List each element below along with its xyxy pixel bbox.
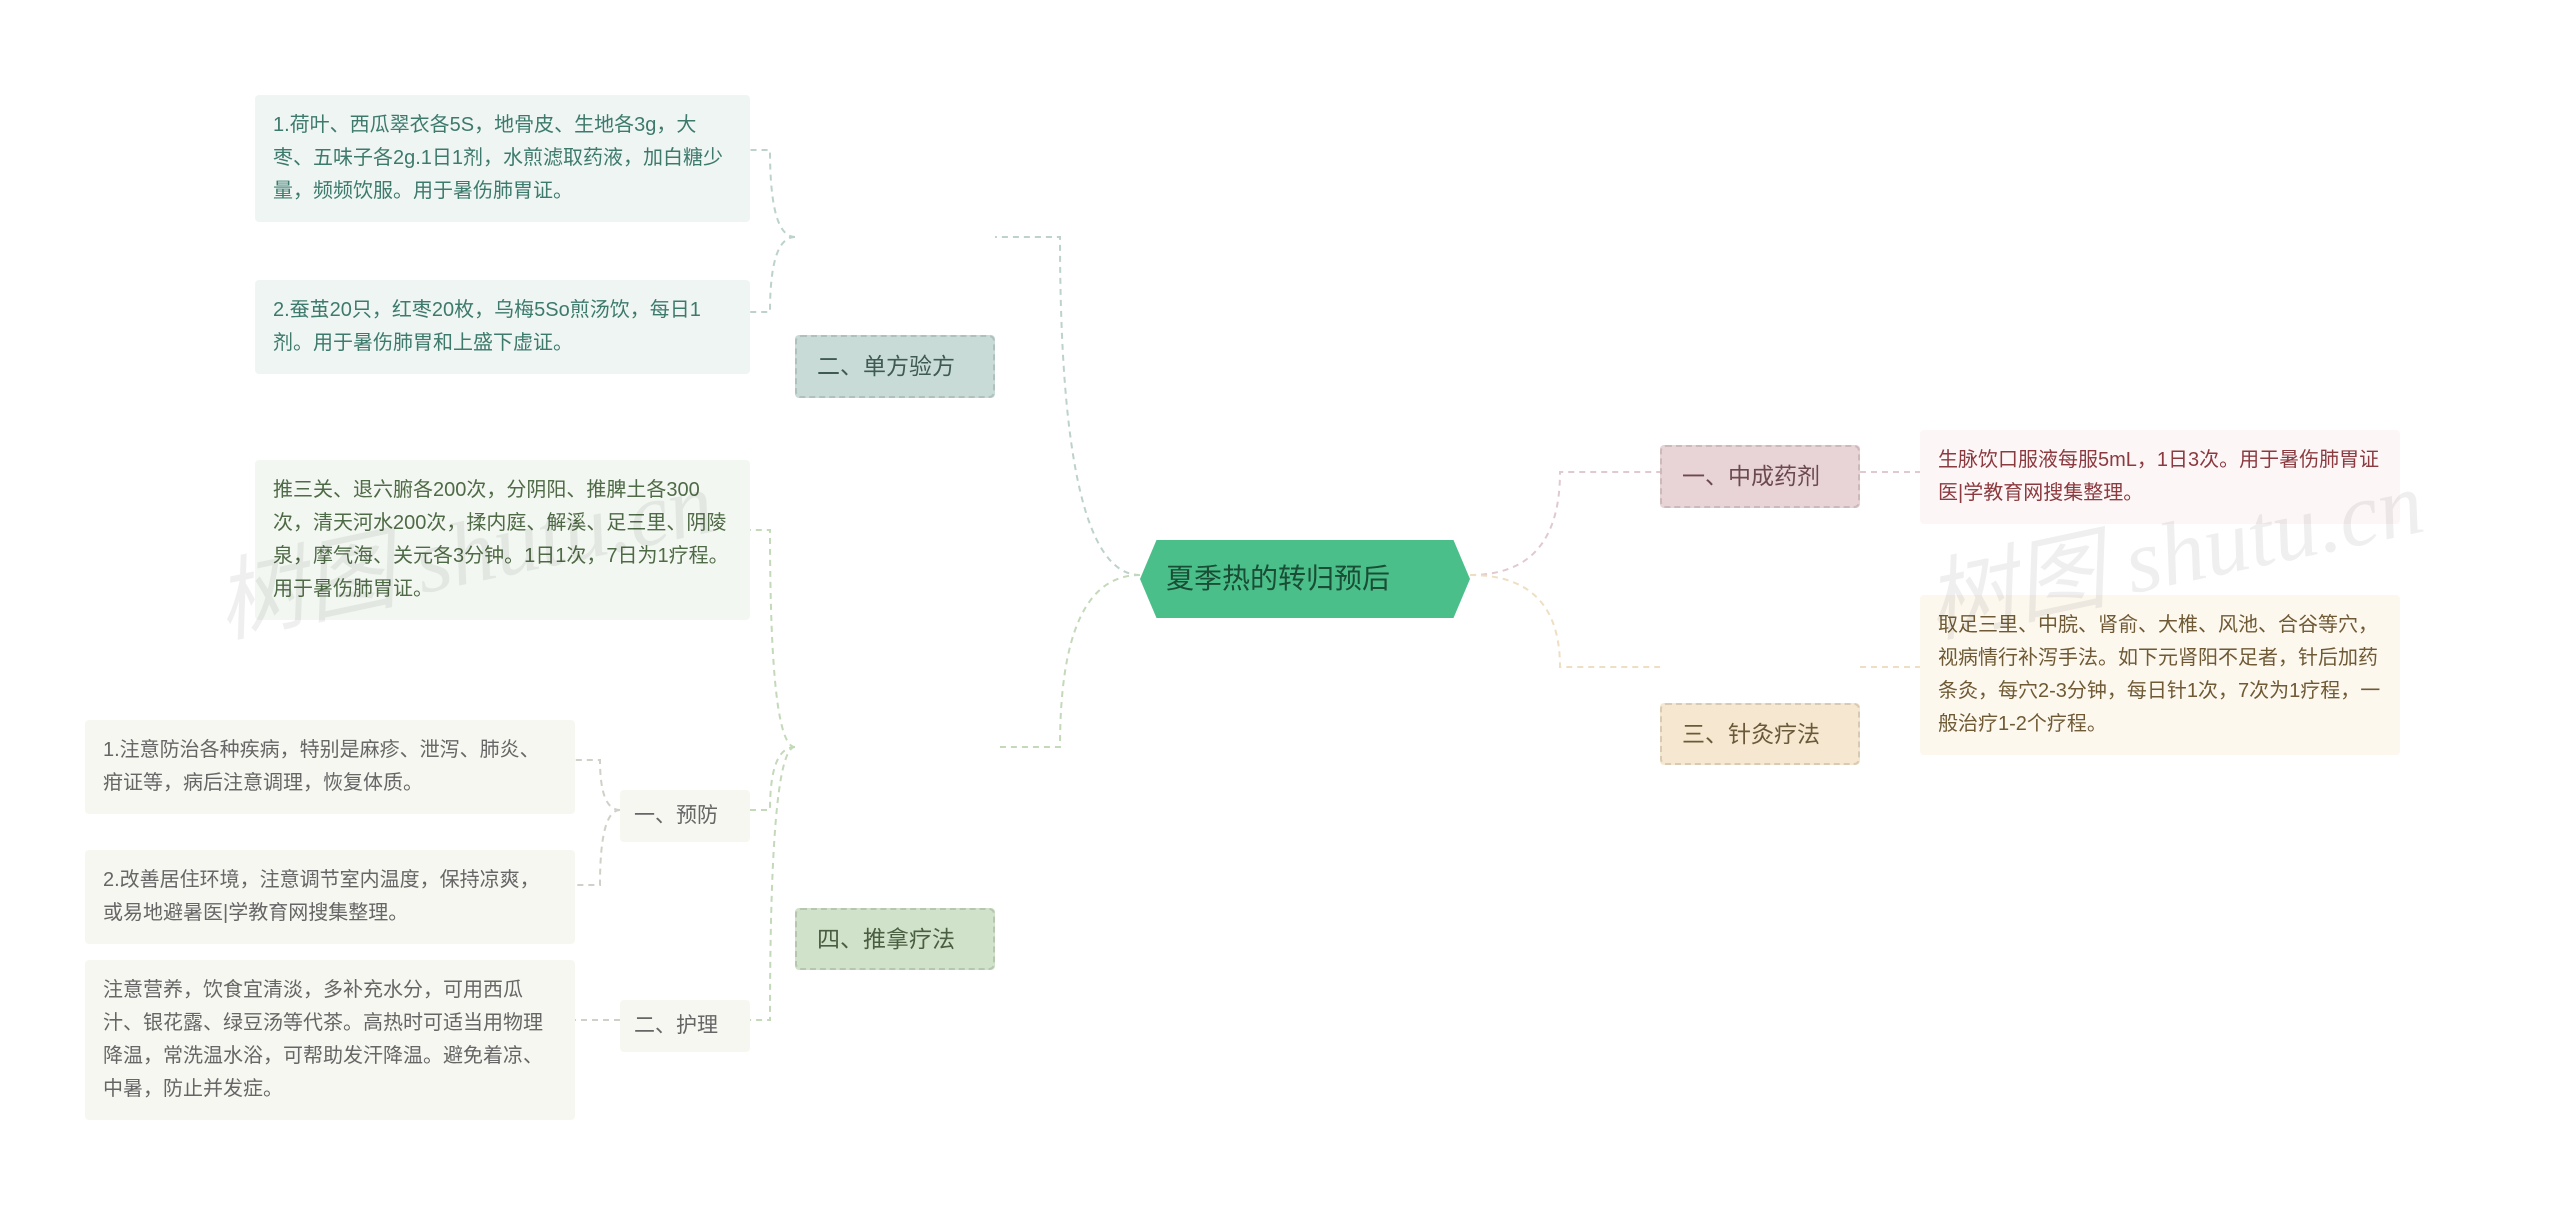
subleaf-s1-2: 2.改善居住环境，注意调节室内温度，保持凉爽，或易地避暑医|学教育网搜集整理。 <box>85 850 575 944</box>
branch-1: 一、中成药剂 <box>1660 445 1860 508</box>
subleaf-s2-1: 注意营养，饮食宜清淡，多补充水分，可用西瓜汁、银花露、绿豆汤等代茶。高热时可适当… <box>85 960 575 1120</box>
leaf-b3-1: 取足三里、中脘、肾俞、大椎、风池、合谷等穴，视病情行补泻手法。如下元肾阳不足者，… <box>1920 595 2400 755</box>
leaf-b4-1: 推三关、退六腑各200次，分阴阳、推脾土各300次，清天河水200次，揉内庭、解… <box>255 460 750 620</box>
leaf-b1-1: 生脉饮口服液每服5mL，1日3次。用于暑伤肺胃证医|学教育网搜集整理。 <box>1920 430 2400 524</box>
sub-2: 二、护理 <box>620 1000 750 1052</box>
leaf-b2-2: 2.蚕茧20只，红枣20枚，乌梅5So煎汤饮，每日1剂。用于暑伤肺胃和上盛下虚证… <box>255 280 750 374</box>
sub-1: 一、预防 <box>620 790 750 842</box>
branch-2: 二、单方验方 <box>795 335 995 398</box>
branch-4: 四、推拿疗法 <box>795 908 995 971</box>
root-node: 夏季热的转归预后 <box>1140 540 1470 618</box>
branch-3: 三、针灸疗法 <box>1660 703 1860 766</box>
subleaf-s1-1: 1.注意防治各种疾病，特别是麻疹、泄泻、肺炎、疳证等，病后注意调理，恢复体质。 <box>85 720 575 814</box>
leaf-b2-1: 1.荷叶、西瓜翠衣各5S，地骨皮、生地各3g，大枣、五味子各2g.1日1剂，水煎… <box>255 95 750 222</box>
